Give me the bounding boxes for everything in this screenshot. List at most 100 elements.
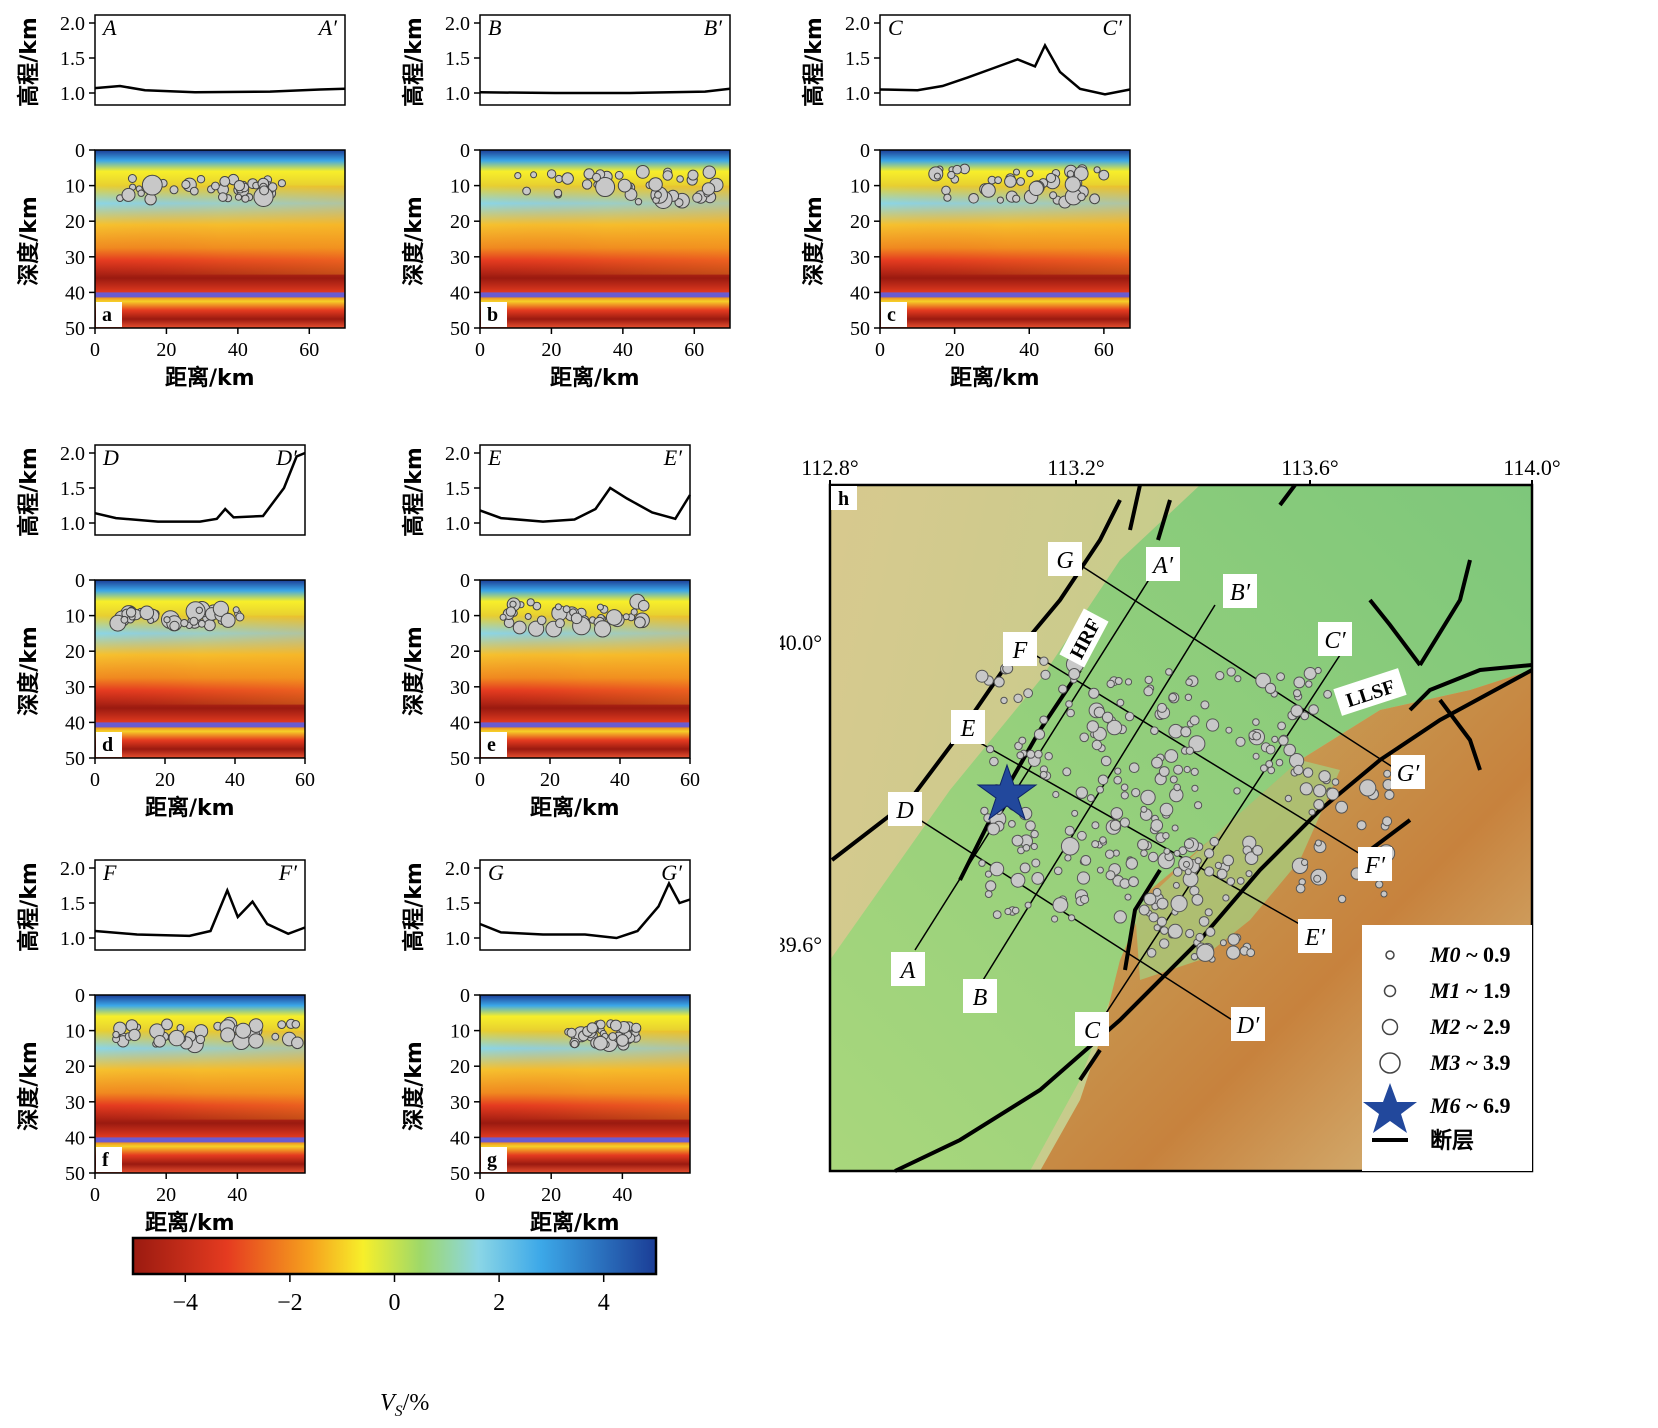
earthquake-events [975, 655, 1396, 963]
map-event [1236, 877, 1245, 885]
map-event [1143, 892, 1157, 906]
profile-event [180, 619, 189, 628]
profile-event [241, 194, 250, 203]
map-event [1138, 904, 1150, 916]
depth-axis-label: 深度/km [401, 626, 427, 716]
map-event [1302, 767, 1314, 778]
map-event [1004, 907, 1012, 916]
profile-event [536, 615, 547, 626]
map-event [1030, 842, 1038, 851]
depth-tick: 10 [850, 176, 870, 198]
depth-tick: 10 [450, 606, 470, 628]
map-event [1303, 667, 1317, 680]
map-event [1086, 720, 1099, 733]
elevation-line [94, 84, 346, 94]
colorbar-tick: 4 [598, 1290, 610, 1316]
map-event [1326, 787, 1340, 801]
map-event [1219, 939, 1227, 947]
map-event [1116, 698, 1125, 707]
profile-event [654, 191, 662, 199]
depth-tick: 50 [65, 1163, 85, 1185]
profile-event [277, 179, 286, 188]
profile-start-label: E [487, 445, 502, 470]
elevation-axis-label: 高程/km [801, 17, 827, 107]
basin-area [830, 485, 1532, 1171]
profile-event [933, 172, 941, 180]
map-event [1233, 787, 1241, 795]
profile-event [128, 1028, 141, 1042]
map-event [1171, 824, 1179, 832]
profile-event [554, 174, 563, 184]
map-event [1109, 819, 1121, 831]
map-event [1023, 688, 1034, 699]
legend-fault-label: 断层 [1430, 1128, 1474, 1153]
map-event [1185, 928, 1195, 939]
colorbar-label: VS/% [380, 1390, 429, 1420]
profile-event [546, 169, 557, 179]
distance-tick: 20 [541, 339, 561, 361]
colorbar-svg: −4 −2 0 2 4 VS/% [131, 1236, 658, 1420]
map-event [1119, 817, 1130, 828]
map-event [1096, 785, 1105, 794]
profile-event [163, 616, 171, 624]
elev-tick: 1.0 [445, 513, 470, 535]
elevation-line [479, 880, 691, 940]
panel-label: e [487, 734, 496, 756]
elev-tick: 2.0 [445, 443, 470, 465]
profile-event [1098, 169, 1110, 181]
map-event [1157, 702, 1167, 713]
distance-tick: 40 [613, 339, 633, 361]
map-event [1252, 752, 1260, 760]
line-label-bg [1223, 574, 1257, 608]
colorbar-gradient [131, 1236, 658, 1276]
map-event [1173, 783, 1182, 792]
map-event [1226, 877, 1236, 886]
map-event [1137, 838, 1149, 851]
map-event [1051, 915, 1059, 923]
moho-line [480, 1137, 690, 1143]
map-event [1011, 906, 1020, 915]
profile-event [291, 1036, 304, 1050]
profile-event [596, 603, 604, 611]
map-event [1071, 809, 1079, 817]
map-panel-label: h [838, 488, 849, 510]
map-event [1099, 836, 1107, 844]
profile-event [1064, 176, 1081, 193]
elev-tick: 1.5 [60, 893, 85, 915]
map-event [1128, 876, 1139, 888]
map-event [1314, 666, 1322, 675]
map-frame [828, 483, 1534, 1173]
map-event [1383, 769, 1392, 778]
map-event [1183, 860, 1190, 868]
profile-event [505, 606, 517, 617]
distance-axis-label: 距离/km [145, 1211, 235, 1236]
map-event [1160, 926, 1169, 935]
profile-panel-g: 2.0 1.5 1.0 G G′ g 0 10 20 30 40 50 0 20 40 高程/km 深度/km 距… [385, 845, 765, 1265]
elev-tick: 1.5 [445, 48, 470, 70]
line-label: A [899, 958, 916, 984]
map-event [1140, 789, 1156, 806]
line-label-bg [951, 710, 985, 744]
map-event [1185, 678, 1193, 686]
map-event [1013, 693, 1023, 703]
depth-tick: 40 [65, 712, 85, 734]
profile-event [195, 1034, 206, 1045]
profile-event [141, 174, 163, 196]
profile-event [1016, 177, 1026, 186]
map-event [1105, 849, 1115, 859]
elevation-axis-label: 高程/km [401, 447, 427, 537]
profile-panel-b: 2.0 1.5 1.0 B B′ b 0 10 20 30 40 50 0 20 40 60 高程/km 深度/k… [385, 0, 765, 420]
depth-tick: 0 [460, 570, 470, 592]
profile-event [127, 174, 137, 183]
moho-line [95, 1137, 305, 1143]
map-event [1170, 895, 1188, 913]
map-event [1150, 726, 1159, 736]
profile-event [608, 1032, 618, 1041]
distance-axis-label: 距离/km [550, 366, 640, 391]
map-event [1080, 894, 1090, 904]
line-label: A′ [1151, 553, 1174, 579]
map-event [1053, 866, 1063, 876]
map-event [1106, 679, 1115, 689]
